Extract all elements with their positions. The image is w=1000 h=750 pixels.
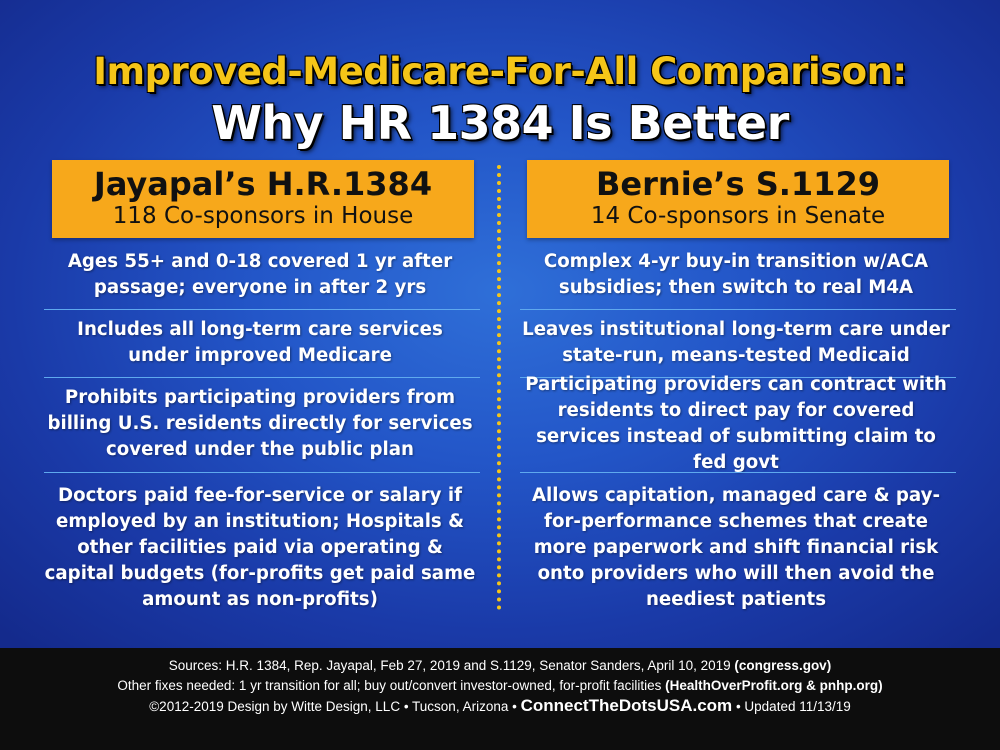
sources-link: (congress.gov) — [734, 658, 832, 673]
row-separator — [44, 472, 480, 473]
left-row-4: Doctors paid fee-for-service or salary i… — [44, 485, 476, 610]
right-row-4: Allows capitation, managed care & pay-fo… — [531, 485, 941, 610]
row-separator — [520, 472, 956, 473]
credit-text: ©2012-2019 Design by Witte Design, LLC •… — [149, 699, 517, 714]
fixes-links: (HealthOverProfit.org & pnhp.org) — [665, 678, 883, 693]
comparison-poster: Improved-Medicare-For-All Comparison: Wh… — [0, 0, 1000, 648]
credit-line: ©2012-2019 Design by Witte Design, LLC •… — [0, 696, 1000, 717]
sources-text: Sources: H.R. 1384, Rep. Jayapal, Feb 27… — [168, 658, 731, 673]
left-row-3: Prohibits participating providers from b… — [47, 387, 473, 460]
right-row-3: Participating providers can contract wit… — [525, 374, 947, 473]
left-bill-name: Jayapal’s H.R.1384 — [93, 165, 433, 203]
right-row-2: Leaves institutional long-term care unde… — [522, 319, 950, 366]
fixes-line: Other fixes needed: 1 yr transition for … — [0, 676, 1000, 696]
row-separator — [520, 309, 956, 310]
left-cosponsors: 118 Co-sponsors in House — [112, 203, 414, 229]
left-row-1: Ages 55+ and 0-18 covered 1 yr after pas… — [67, 251, 453, 298]
right-row-1: Complex 4-yr buy-in transition w/ACA sub… — [543, 251, 929, 298]
left-column-header: Jayapal’s H.R.1384 118 Co-sponsors in Ho… — [52, 160, 474, 238]
footer: Sources: H.R. 1384, Rep. Jayapal, Feb 27… — [0, 648, 1000, 750]
title-line-2: Why HR 1384 Is Better — [211, 96, 789, 150]
left-row-2: Includes all long-term care services und… — [77, 319, 443, 366]
row-separator — [44, 309, 480, 310]
title-line-1: Improved-Medicare-For-All Comparison: — [93, 50, 907, 93]
right-cosponsors: 14 Co-sponsors in Senate — [590, 203, 886, 229]
right-bill-name: Bernie’s S.1129 — [596, 165, 880, 203]
row-separator — [520, 377, 956, 378]
row-separator — [44, 377, 480, 378]
sources-line: Sources: H.R. 1384, Rep. Jayapal, Feb 27… — [0, 648, 1000, 676]
fixes-text: Other fixes needed: 1 yr transition for … — [117, 678, 662, 693]
updated-text: • Updated 11/13/19 — [735, 699, 851, 714]
column-divider — [497, 165, 501, 610]
site-url: ConnectTheDotsUSA.com — [520, 696, 733, 715]
right-column-header: Bernie’s S.1129 14 Co-sponsors in Senate — [527, 160, 949, 238]
